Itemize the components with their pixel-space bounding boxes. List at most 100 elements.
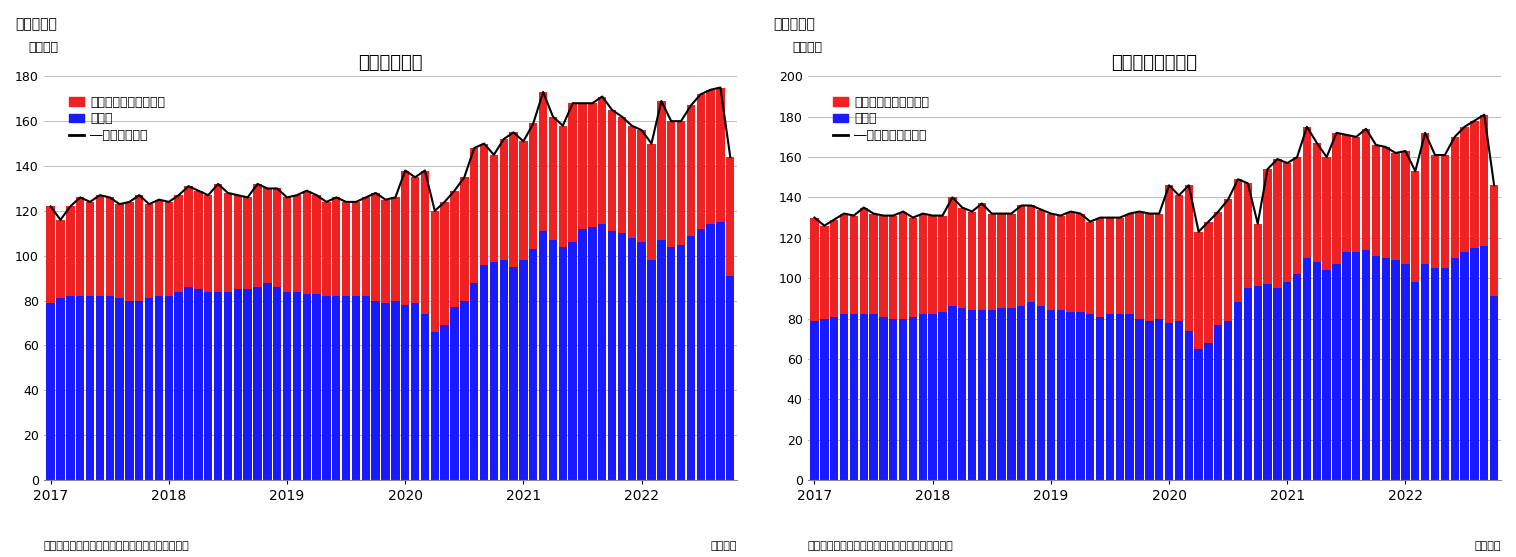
- Bar: [1372, 145, 1380, 256]
- Bar: [647, 144, 655, 260]
- ―住宅建築許可件数: [805, 214, 823, 221]
- Bar: [312, 195, 321, 294]
- Bar: [829, 219, 838, 316]
- Bar: [716, 87, 725, 222]
- Bar: [450, 190, 459, 307]
- Bar: [1313, 143, 1320, 262]
- Bar: [1046, 213, 1055, 310]
- Text: （図表２）: （図表２）: [773, 17, 816, 31]
- Bar: [1204, 222, 1213, 343]
- ―住宅建築許可件数: [1486, 182, 1504, 189]
- Bar: [820, 226, 829, 319]
- Bar: [371, 301, 381, 480]
- Bar: [608, 110, 617, 231]
- Bar: [1420, 264, 1430, 480]
- Bar: [1381, 147, 1390, 258]
- Bar: [273, 188, 282, 287]
- Bar: [283, 292, 291, 480]
- Bar: [500, 260, 508, 480]
- Bar: [840, 315, 847, 480]
- Bar: [293, 292, 302, 480]
- Bar: [520, 141, 528, 260]
- Bar: [352, 202, 361, 296]
- Bar: [185, 287, 193, 480]
- ―住宅着工件数: [41, 203, 59, 210]
- Bar: [441, 202, 449, 325]
- Bar: [194, 190, 203, 290]
- Bar: [214, 184, 223, 292]
- Bar: [1195, 232, 1202, 349]
- Bar: [928, 315, 937, 480]
- Bar: [421, 314, 429, 480]
- Bar: [849, 216, 858, 315]
- Bar: [706, 224, 714, 480]
- Text: （月次）: （月次）: [711, 541, 737, 551]
- Bar: [1322, 270, 1331, 480]
- Bar: [1085, 222, 1095, 315]
- Bar: [1096, 218, 1104, 316]
- Bar: [165, 296, 173, 480]
- Bar: [312, 294, 321, 480]
- Bar: [1451, 258, 1458, 480]
- Bar: [1243, 288, 1252, 480]
- ―住宅着工件数: [209, 180, 227, 187]
- Legend: 集合住宅（二戸以上）, 戸建て, ―住宅建築許可件数: 集合住宅（二戸以上）, 戸建て, ―住宅建築許可件数: [828, 91, 934, 147]
- Bar: [1026, 206, 1035, 302]
- Bar: [244, 197, 252, 290]
- Bar: [597, 96, 606, 224]
- Bar: [869, 213, 878, 315]
- Bar: [1342, 135, 1351, 252]
- Bar: [362, 296, 370, 480]
- Bar: [253, 287, 262, 480]
- Bar: [687, 105, 694, 236]
- ―住宅建築許可件数: [1190, 228, 1208, 235]
- Bar: [1066, 312, 1075, 480]
- Bar: [481, 144, 488, 265]
- Bar: [656, 101, 666, 240]
- Bar: [647, 260, 655, 480]
- Bar: [829, 316, 838, 480]
- Title: 住宅着工許可件数: 住宅着工許可件数: [1111, 54, 1198, 72]
- Bar: [56, 220, 65, 299]
- Bar: [402, 170, 409, 305]
- Bar: [967, 212, 976, 310]
- Bar: [928, 216, 937, 315]
- Bar: [1263, 169, 1272, 284]
- Bar: [628, 238, 635, 480]
- Bar: [461, 301, 468, 480]
- Bar: [1195, 349, 1202, 480]
- Bar: [382, 303, 390, 480]
- Text: （万件）: （万件）: [793, 41, 822, 54]
- Bar: [1164, 185, 1173, 323]
- Bar: [908, 316, 917, 480]
- Bar: [490, 262, 499, 480]
- Bar: [1026, 302, 1035, 480]
- Bar: [656, 240, 666, 480]
- Bar: [352, 296, 361, 480]
- Bar: [1490, 296, 1498, 480]
- Bar: [1223, 320, 1233, 480]
- Bar: [1204, 343, 1213, 480]
- Bar: [860, 208, 867, 315]
- Bar: [1273, 288, 1281, 480]
- Bar: [264, 282, 271, 480]
- Bar: [1283, 282, 1292, 480]
- Bar: [1135, 212, 1143, 319]
- Bar: [470, 282, 479, 480]
- Bar: [174, 195, 183, 292]
- Bar: [509, 133, 518, 267]
- Bar: [726, 157, 734, 276]
- Bar: [568, 103, 578, 242]
- Bar: [888, 319, 897, 480]
- ―住宅着工件数: [426, 208, 444, 214]
- Text: （資料）センサス局よりニッセイ基礎研究所作成: （資料）センサス局よりニッセイ基礎研究所作成: [44, 541, 190, 551]
- Bar: [696, 229, 705, 480]
- ―住宅着工件数: [258, 185, 276, 192]
- Bar: [1333, 133, 1340, 264]
- Bar: [450, 307, 459, 480]
- Bar: [1392, 260, 1399, 480]
- ―住宅着工件数: [139, 201, 158, 208]
- Bar: [1460, 252, 1469, 480]
- ―住宅着工件数: [722, 154, 740, 160]
- Bar: [411, 303, 420, 480]
